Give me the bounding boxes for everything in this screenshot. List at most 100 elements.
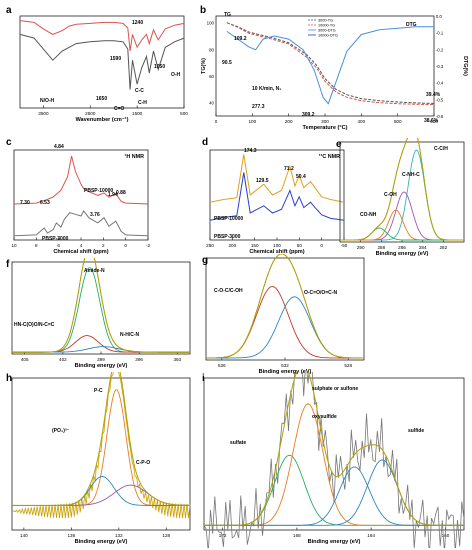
x-axis-label-i: Binding energy (eV) [308, 539, 361, 545]
panel-label-d: d [202, 137, 208, 148]
annotation-g: O-C=O/O=C-N [304, 290, 337, 296]
envelope-line-f [12, 258, 190, 353]
x-tick-label-d: 50 [297, 243, 303, 248]
legend-label-b: 10000-DTG [318, 34, 338, 38]
annotation-e: C-NH-C [402, 172, 420, 178]
panel-h: h 140 136 132 128 Binding energy (eV) P-C (PO₃)… [4, 372, 194, 548]
x-tick-label-d: 250 [206, 243, 214, 248]
series-line-b-0 [226, 22, 435, 104]
y-axis-label-b: TG(%) [201, 58, 207, 74]
x-tick-label-f: 402 [59, 357, 67, 362]
plot-frame-a [19, 15, 185, 109]
annotation-b: 39.4% [426, 92, 441, 98]
annotation-d: 71.2 [284, 166, 294, 172]
x-tick-label-d: 150 [251, 243, 259, 248]
annotation-a: C-H [138, 100, 147, 106]
annotation-b: DTG [406, 22, 417, 28]
y-tick-label-b: 80 [209, 47, 214, 52]
panel-label-i: i [202, 373, 205, 384]
x-tick-label-a: 1500 [132, 111, 143, 116]
panel-e: e 290 288 286 284 282 Binding energy (eV) C-C/H… [334, 138, 468, 256]
annotation-a: C-C [135, 88, 144, 94]
annotation-d: 50.4 [296, 174, 306, 180]
x-tick-label-e: 286 [398, 245, 406, 250]
chart-title-d: ¹³C NMR [319, 154, 340, 160]
peak-component-i-1 [204, 403, 464, 526]
annotation-a: 1240 [132, 20, 143, 26]
peak-component-f-0 [12, 267, 190, 353]
series-line-a-1 [19, 33, 185, 90]
series-line-a-0 [19, 20, 185, 52]
peak-component-e-0 [340, 149, 464, 241]
x-axis-label-e: Binding energy (eV) [376, 251, 429, 256]
plot-frame-c [13, 149, 149, 241]
chart-g-svg: g 536 532 528 Binding energy (eV) C-O-C/C-OH O… [202, 254, 365, 375]
y2-axis-label-b: DTG(%) [462, 56, 468, 76]
peak-component-e-3 [340, 227, 464, 241]
x-tick-label-b: 200 [285, 119, 293, 124]
x-tick-label-f: 399 [97, 357, 105, 362]
annotation-f: Amide-N [84, 268, 105, 274]
x-tick-label-c: 8 [35, 243, 38, 248]
peak-component-i-0 [204, 454, 464, 526]
chart-a-svg: a 3500 2500 1500 500 Wavenumber (cm⁻¹) N/O-H C=… [6, 5, 188, 123]
annotation-d: PBSP-3000 [214, 234, 241, 240]
annotation-e: CO-NH [360, 212, 377, 218]
annotation-b: 109.2 [234, 36, 247, 42]
annotation-h: C-P-O [136, 460, 150, 466]
annotation-b: 277.3 [252, 104, 265, 110]
annotation-c: PBSP-10000 [84, 188, 113, 194]
panel-label-g: g [202, 255, 208, 266]
panel-d: d 250 200 150 100 50 0 -50 Chemical shift (ppm) ¹… [200, 136, 350, 254]
x-tick-label-b: 300 [321, 119, 329, 124]
panel-label-b: b [200, 5, 206, 16]
x-tick-label-f: 405 [21, 357, 29, 362]
chart-c-svg: c 10 8 6 4 2 0 -2 Chemical shift (ppm) ¹H NMR 4.84… [6, 137, 150, 254]
x-tick-label-g: 536 [218, 363, 226, 368]
x-axis-label-f: Binding energy (eV) [75, 363, 128, 368]
annotation-d: PBSP-10000 [214, 216, 243, 222]
envelope-line-i [204, 372, 464, 526]
series-line-c-1 [13, 209, 149, 237]
series-line-b-2 [226, 26, 434, 105]
peak-component-e-1 [340, 191, 464, 241]
panel-label-h: h [6, 373, 12, 384]
x-axis-label-c: Chemical shift (ppm) [53, 249, 108, 254]
annotation-h: P-C [94, 388, 103, 394]
legend-label-b: 3000-TG [318, 19, 333, 23]
annotation-f: N-H/C-N [120, 332, 140, 338]
annotation-b: 309.2 [302, 112, 315, 118]
x-tick-label-h: 132 [115, 533, 123, 538]
annotation-d: 129.5 [256, 178, 269, 184]
x-tick-label-c: 2 [102, 243, 105, 248]
panel-c: c 10 8 6 4 2 0 -2 Chemical shift (ppm) ¹H NMR 4.84… [4, 136, 154, 254]
panel-a: a 3500 2500 1500 500 Wavenumber (cm⁻¹) N/O-H C=… [4, 4, 194, 128]
peak-component-f-1 [12, 335, 190, 353]
plot-frame-i [203, 377, 465, 531]
annotation-b: 38.6% [424, 118, 439, 124]
peak-component-f-2 [12, 346, 190, 353]
panel-label-f: f [6, 259, 10, 270]
chart-f-svg: f 405 402 399 396 393 Binding energy (eV) Amide… [6, 258, 191, 368]
x-tick-label-c: 6 [57, 243, 60, 248]
annotation-c: 7.30 [20, 200, 30, 206]
panel-label-e: e [336, 139, 342, 150]
y2-tick-label-b: -0.2 [436, 47, 444, 52]
chart-h-svg: h 140 136 132 128 Binding energy (eV) P-C (PO₃)… [6, 372, 191, 545]
chart-e-svg: e 290 288 286 284 282 Binding energy (eV) C-C/H… [336, 138, 465, 256]
annotation-c: 6.53 [40, 200, 50, 206]
series-line-d-1 [209, 172, 345, 221]
x-tick-label-i: 164 [367, 533, 375, 538]
peak-component-g-1 [206, 296, 364, 359]
annotation-a: O-H [171, 72, 181, 78]
plot-frame-e [339, 141, 465, 243]
x-tick-label-c: 10 [11, 243, 17, 248]
y2-tick-label-b: -0.4 [436, 81, 444, 86]
annotation-c: PBSP-3000 [42, 236, 69, 242]
x-tick-label-d: -50 [341, 243, 348, 248]
x-tick-label-g: 528 [344, 363, 352, 368]
annotation-a: 1650 [96, 96, 107, 102]
panel-label-c: c [6, 137, 12, 148]
y2-tick-label-b: -0.3 [436, 64, 444, 69]
